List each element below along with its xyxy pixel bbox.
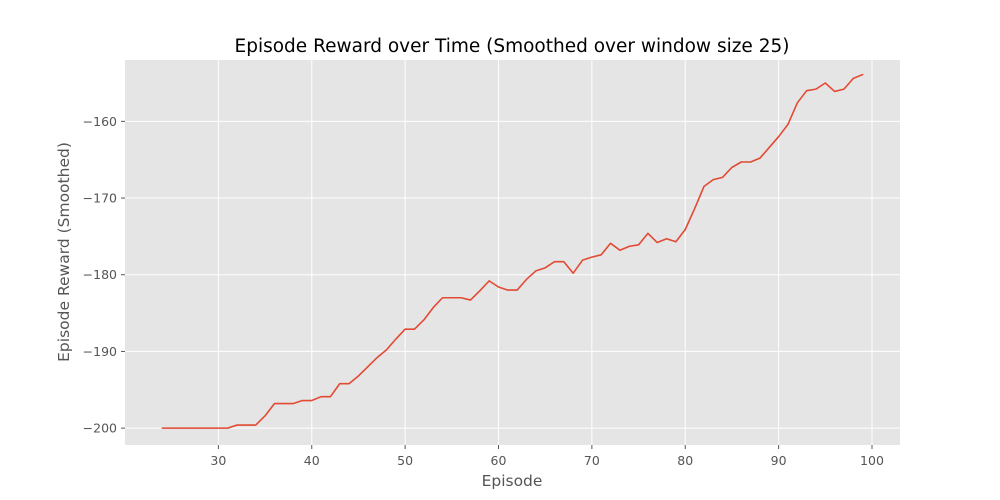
series-line: [161, 73, 864, 429]
x-axis-label: Episode: [482, 472, 543, 490]
x-tick-label: 30: [210, 453, 226, 468]
y-tick-label: −160: [83, 114, 117, 129]
plot-background: [125, 60, 900, 445]
x-tick-label: 100: [860, 453, 884, 468]
x-tick-label: 70: [584, 453, 600, 468]
series-layer: [161, 73, 864, 429]
y-tick-label: −180: [83, 267, 117, 282]
y-axis-ticks: −200 −190 −180 −170 −160: [83, 114, 125, 436]
y-axis-label: Episode Reward (Smoothed): [55, 142, 73, 362]
chart-title: Episode Reward over Time (Smoothed over …: [235, 36, 790, 57]
x-tick-label: 80: [677, 453, 693, 468]
x-tick-label: 90: [771, 453, 787, 468]
y-tick-label: −170: [83, 191, 117, 206]
x-axis-ticks: 30 40 50 60 70 80 90 100: [210, 445, 884, 468]
grid-lines: [125, 60, 900, 445]
y-tick-label: −200: [83, 421, 117, 436]
x-tick-label: 40: [304, 453, 320, 468]
x-tick-label: 50: [397, 453, 413, 468]
y-tick-label: −190: [83, 344, 117, 359]
x-tick-label: 60: [491, 453, 507, 468]
